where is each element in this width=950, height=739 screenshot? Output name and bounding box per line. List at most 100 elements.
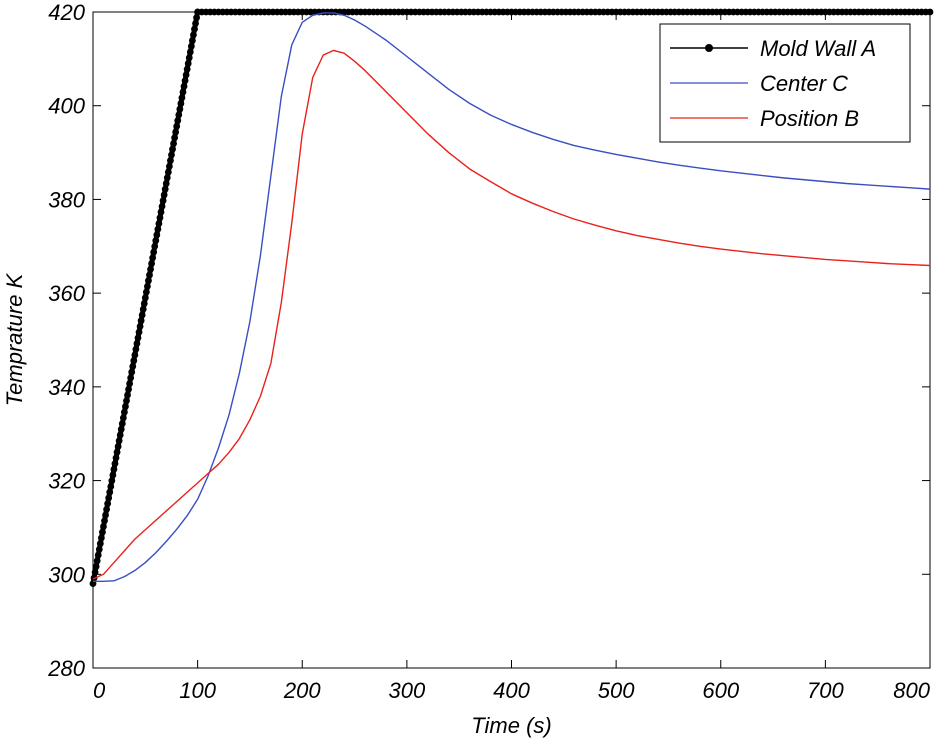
- y-tick-label: 300: [48, 562, 85, 587]
- data-point: [171, 134, 179, 142]
- data-point: [125, 385, 132, 393]
- data-point: [93, 557, 101, 565]
- y-tick-label: 420: [48, 0, 85, 25]
- data-point: [186, 48, 194, 56]
- series-layer: [89, 8, 934, 588]
- y-tick-label: 380: [48, 187, 85, 212]
- data-point: [170, 140, 177, 147]
- data-point: [180, 82, 188, 90]
- data-point: [191, 25, 198, 33]
- data-point: [138, 311, 146, 319]
- data-point: [168, 151, 175, 159]
- x-tick-label: 0: [93, 678, 106, 703]
- data-point: [167, 157, 174, 165]
- data-point: [183, 65, 191, 73]
- data-point: [112, 454, 120, 462]
- data-point: [147, 265, 154, 273]
- data-point: [152, 237, 160, 245]
- data-point: [107, 483, 115, 490]
- data-point: [149, 254, 157, 262]
- data-point: [118, 420, 126, 427]
- data-point: [148, 260, 155, 267]
- series-center-c: [93, 12, 931, 583]
- data-point: [102, 511, 109, 519]
- data-point: [163, 174, 171, 182]
- data-point: [116, 431, 124, 439]
- legend-label: Center C: [760, 71, 848, 96]
- data-point: [131, 351, 139, 359]
- legend: Mold Wall A Center C Position B: [659, 23, 911, 143]
- x-axis-ticks: 0 100 200 300 400 500 600 700 800: [92, 12, 931, 703]
- data-point: [122, 403, 129, 410]
- data-point: [109, 471, 117, 479]
- data-point: [119, 414, 127, 422]
- data-point: [111, 460, 119, 468]
- data-point: [185, 54, 193, 62]
- data-point: [106, 488, 114, 496]
- data-point: [133, 340, 141, 347]
- data-point: [169, 145, 176, 153]
- data-point: [139, 305, 147, 313]
- data-point: [146, 271, 153, 279]
- y-axis-ticks: 280 300 320 340 360 380 400 420: [47, 0, 930, 681]
- legend-label: Mold Wall A: [760, 36, 876, 61]
- legend-marker: [705, 44, 713, 52]
- data-point: [104, 500, 112, 508]
- data-point: [188, 37, 196, 44]
- data-point: [134, 334, 142, 342]
- data-point: [190, 31, 197, 39]
- y-tick-label: 360: [48, 281, 85, 306]
- data-point: [97, 534, 105, 542]
- data-point: [135, 328, 143, 336]
- data-point: [127, 374, 135, 382]
- data-point: [144, 282, 151, 290]
- x-tick-label: 400: [493, 678, 530, 703]
- data-point: [130, 357, 138, 365]
- data-point: [155, 220, 163, 227]
- data-point: [140, 300, 148, 307]
- data-point: [157, 208, 165, 216]
- x-tick-label: 100: [179, 678, 216, 703]
- data-point: [173, 122, 181, 130]
- data-point: [128, 368, 136, 376]
- data-point: [95, 545, 103, 553]
- data-point: [187, 42, 195, 50]
- data-point: [100, 523, 107, 530]
- data-point: [192, 20, 199, 27]
- data-point: [162, 180, 170, 187]
- data-point: [117, 425, 125, 433]
- data-point: [193, 14, 200, 22]
- data-point: [126, 380, 134, 387]
- data-point: [96, 540, 104, 548]
- legend-item-center-c: Center C: [670, 71, 848, 96]
- data-point: [154, 225, 162, 233]
- x-axis-label: Time (s): [471, 713, 551, 738]
- data-point: [151, 242, 159, 250]
- data-point: [132, 345, 140, 353]
- legend-item-position-b: Position B: [670, 106, 859, 131]
- y-tick-label: 320: [48, 469, 85, 494]
- series-position-b: [92, 49, 931, 580]
- x-tick-label: 700: [807, 678, 844, 703]
- data-point: [141, 294, 149, 302]
- legend-label: Position B: [760, 106, 859, 131]
- data-point: [176, 105, 184, 113]
- data-point: [165, 162, 173, 170]
- data-point: [926, 8, 934, 16]
- data-point: [114, 443, 122, 450]
- x-tick-label: 200: [283, 678, 321, 703]
- data-point: [164, 168, 172, 176]
- data-point: [103, 505, 111, 513]
- data-point: [159, 197, 167, 205]
- data-point: [179, 88, 187, 96]
- y-tick-label: 340: [48, 375, 85, 400]
- data-point: [105, 494, 113, 502]
- data-point: [101, 517, 108, 525]
- data-point: [136, 323, 144, 330]
- data-point: [178, 94, 186, 102]
- data-point: [182, 71, 190, 79]
- data-point: [99, 528, 106, 536]
- y-tick-label: 280: [47, 656, 85, 681]
- series-mold-wall-a: [89, 8, 934, 588]
